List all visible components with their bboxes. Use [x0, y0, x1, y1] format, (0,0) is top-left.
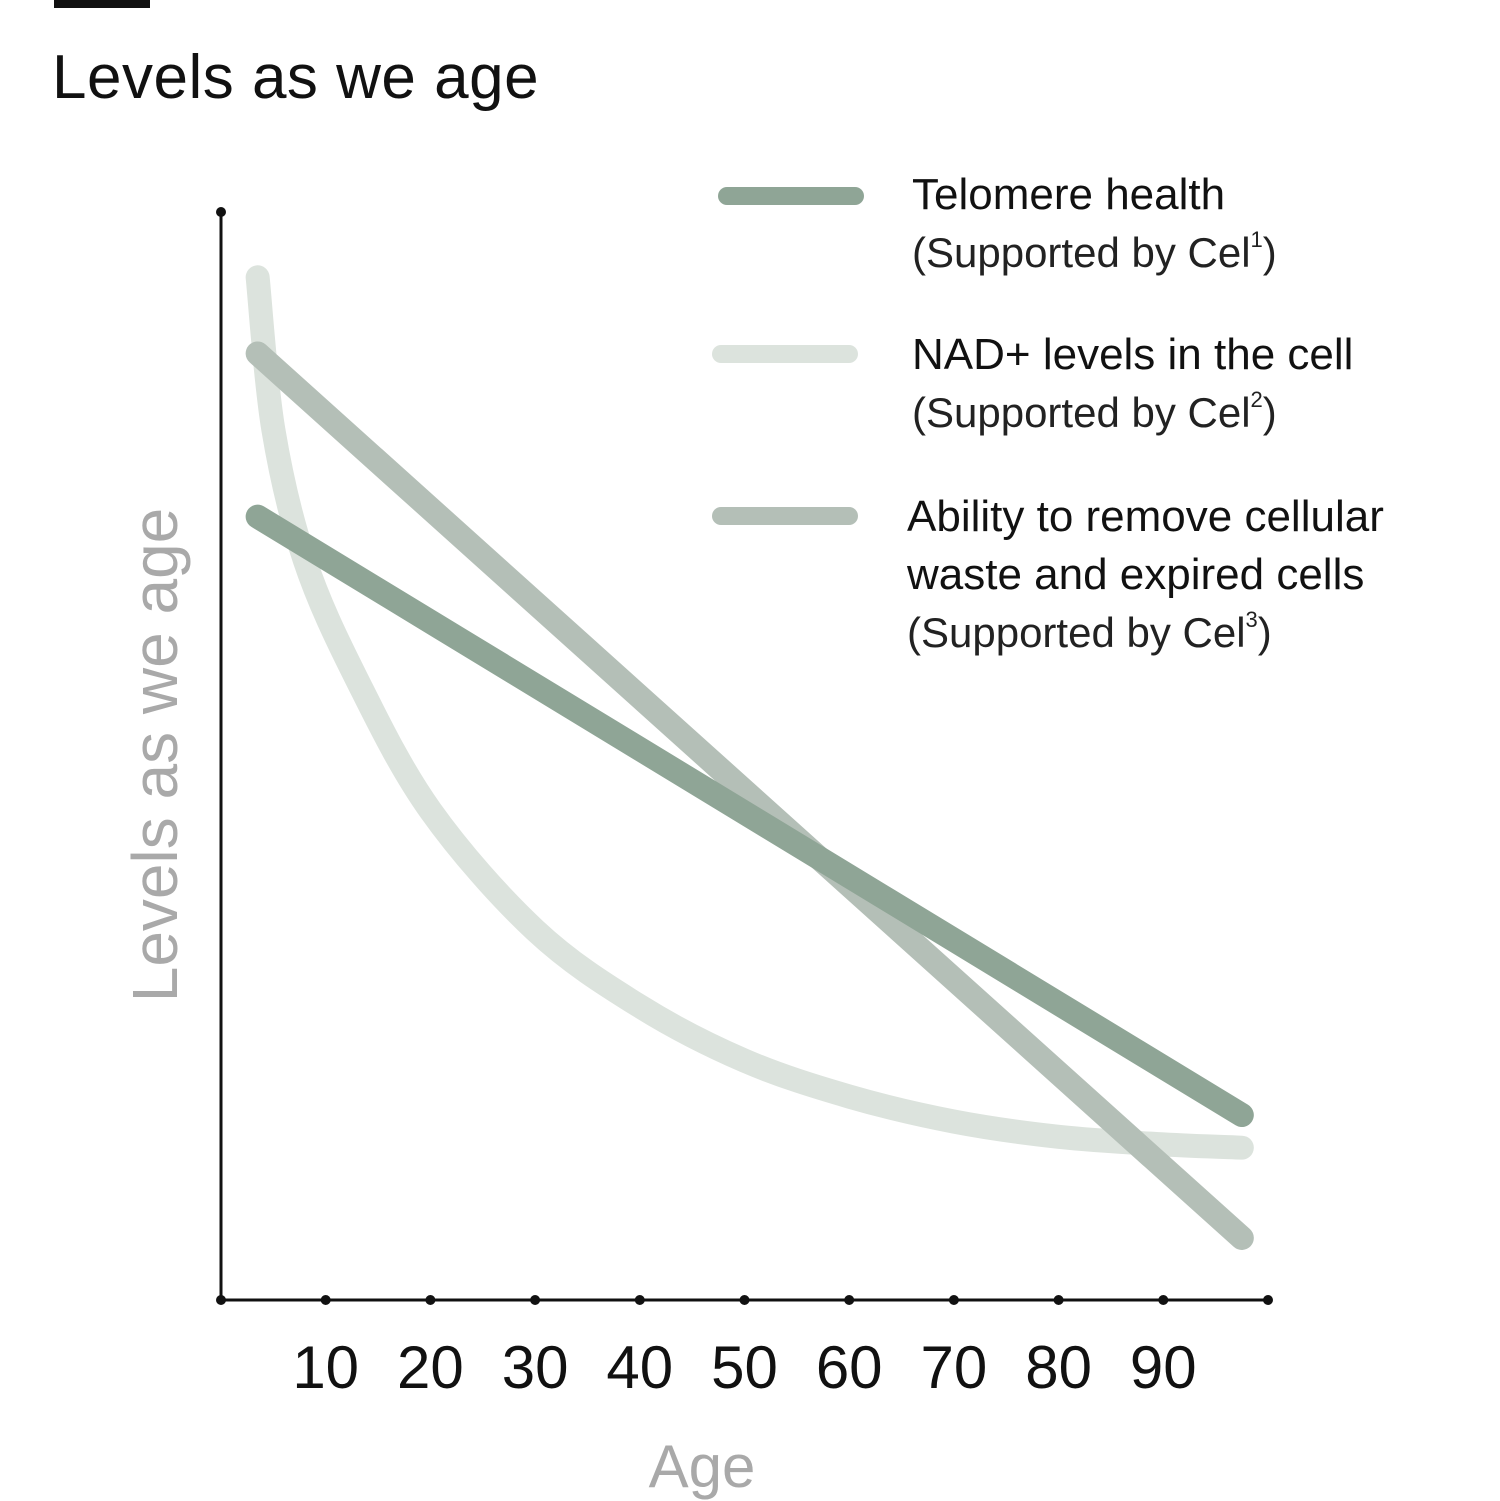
x-tick-dot [1053, 1295, 1064, 1305]
x-tick-dot [425, 1295, 436, 1305]
x-tick-label: 40 [606, 1334, 673, 1401]
legend-name-cellular-waste-line2: waste and expired cells [907, 550, 1365, 599]
y-axis-label: Levels as we age [119, 507, 191, 1003]
chart-title: Levels as we age [52, 43, 540, 112]
legend-swatch-cellular-waste [712, 507, 858, 525]
x-tick-dot [320, 1295, 331, 1305]
x-tick-dot [530, 1295, 541, 1305]
x-tick-dot [634, 1295, 645, 1305]
x-tick-dot [948, 1295, 959, 1305]
legend-name-nad: NAD+ levels in the cell [912, 330, 1354, 379]
x-tick-label: 80 [1025, 1334, 1092, 1401]
axis-origin-dot [216, 1295, 226, 1305]
legend-name-cellular-waste-line1: Ability to remove cellular [907, 492, 1384, 541]
series-layer [245, 265, 1254, 1250]
x-tick-label: 50 [711, 1334, 778, 1401]
series-line-cellular-waste [245, 341, 1254, 1250]
axes [216, 207, 1273, 1305]
x-tick-dot [1158, 1295, 1169, 1305]
legend-swatch-nad [712, 345, 858, 363]
legend-note-nad: (Supported by Cel2) [912, 387, 1277, 437]
x-tick-label: 20 [397, 1334, 464, 1401]
x-axis-label: Age [648, 1433, 756, 1500]
x-tick-dot [844, 1295, 855, 1305]
legend-note-cellular-waste: (Supported by Cel3) [907, 607, 1272, 657]
x-tick-label: 30 [502, 1334, 569, 1401]
x-tick-labels: 10 20 30 40 50 60 70 80 90 [292, 1334, 1196, 1401]
x-tick-label: 90 [1130, 1334, 1197, 1401]
x-tick-dot [739, 1295, 750, 1305]
title-rule [54, 0, 150, 8]
y-axis-end-dot [216, 207, 226, 217]
x-tick-label: 10 [292, 1334, 359, 1401]
x-tick-label: 60 [816, 1334, 883, 1401]
legend-name-telomere: Telomere health [912, 170, 1226, 219]
legend-note-telomere: (Supported by Cel1) [912, 227, 1277, 277]
x-tick-label: 70 [921, 1334, 988, 1401]
legend-swatch-telomere [718, 187, 864, 205]
x-axis-end-dot [1263, 1295, 1273, 1305]
series-line-telomere [245, 504, 1254, 1128]
